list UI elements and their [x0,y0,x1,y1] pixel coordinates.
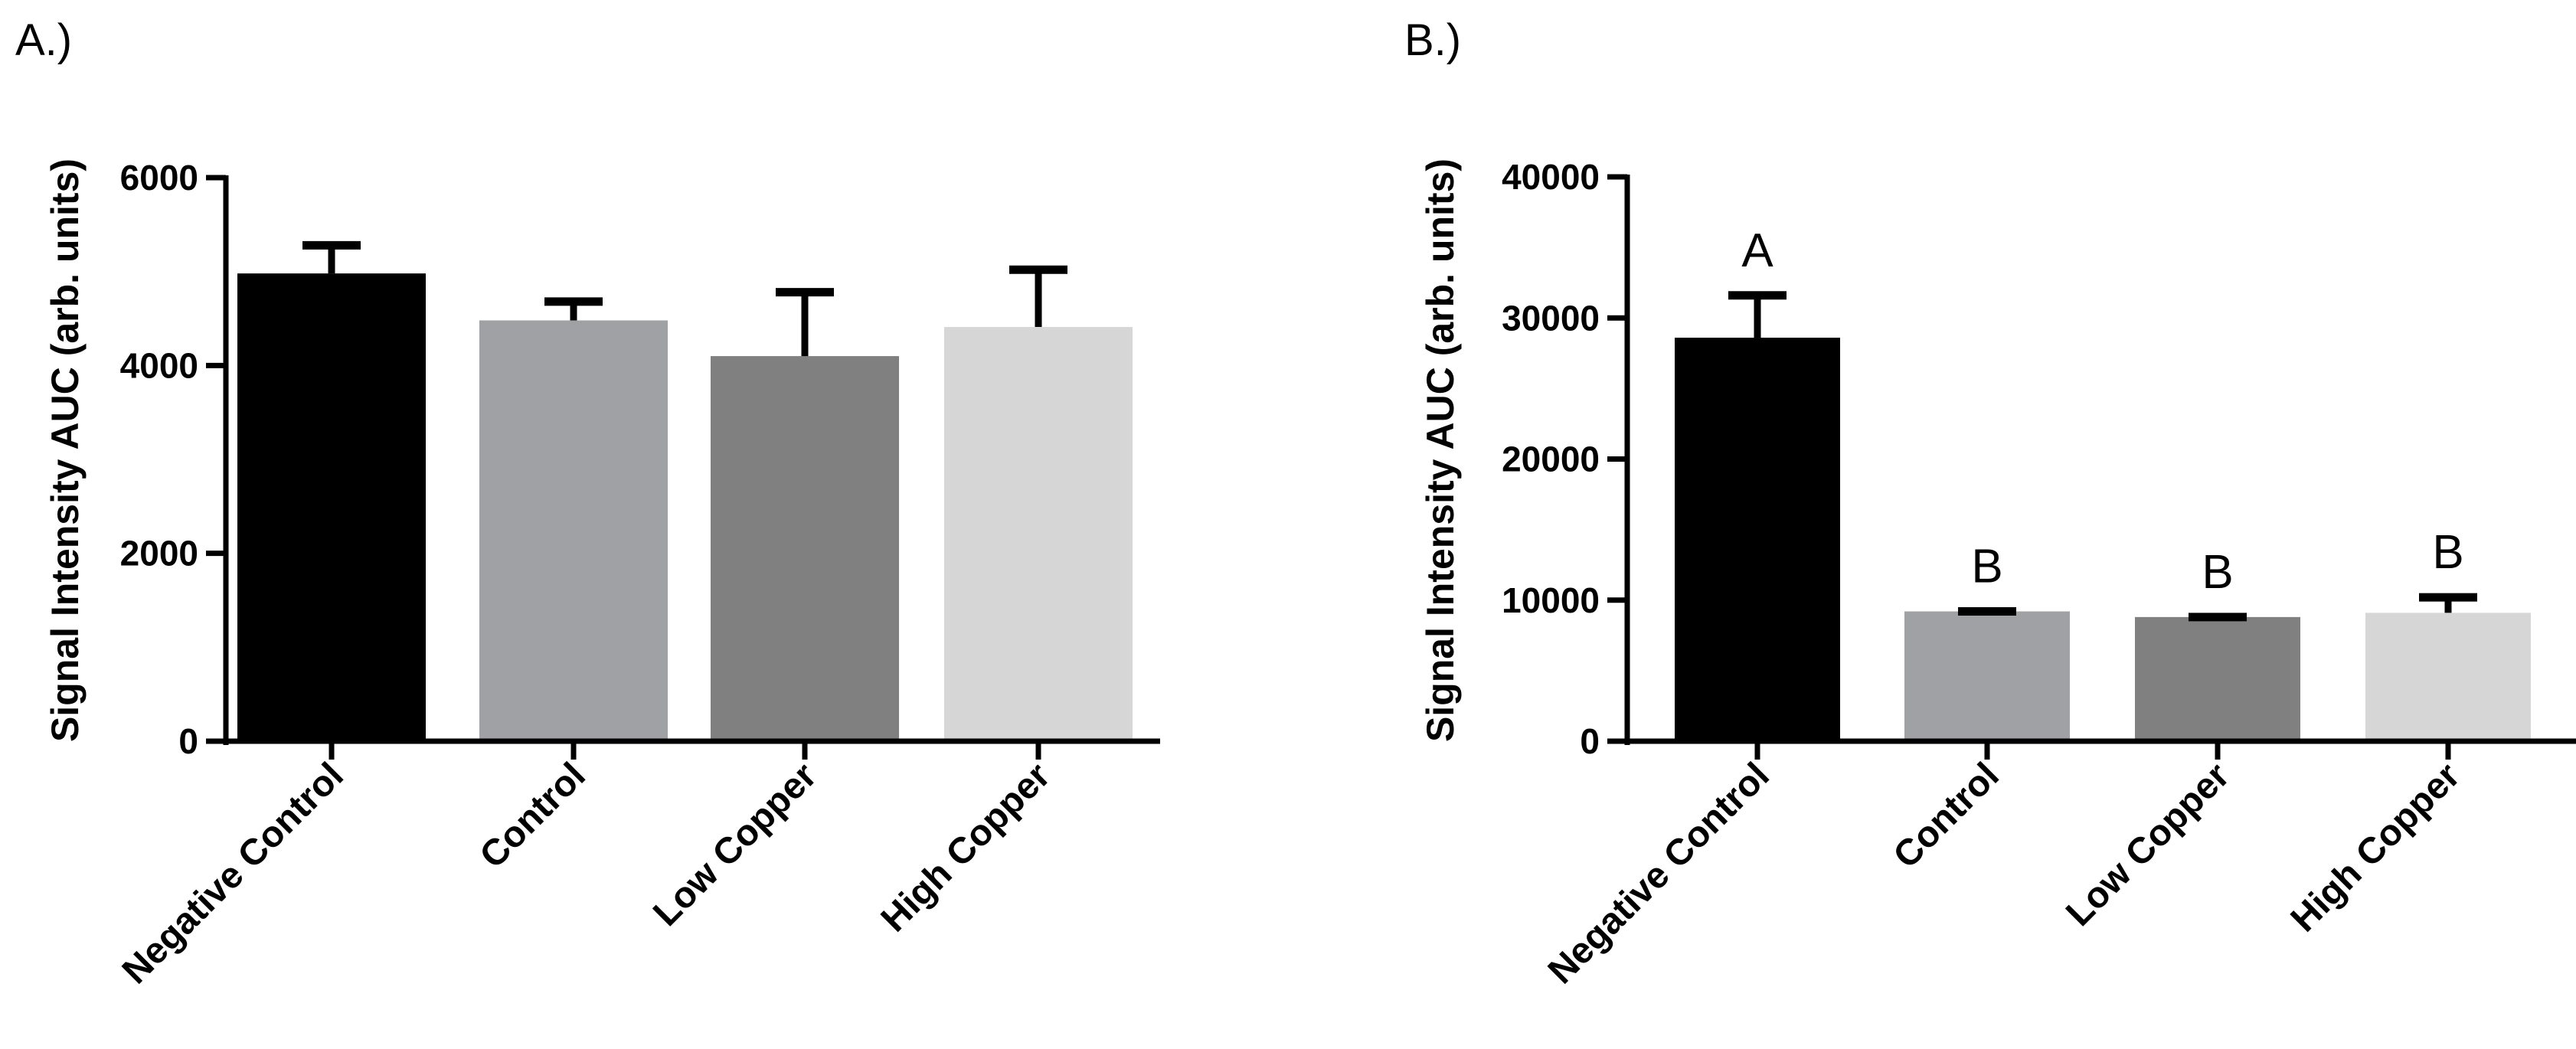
significance-label: B [1971,540,2002,593]
x-tick-label: High Copper [874,755,1058,940]
bar [2135,616,2300,741]
y-tick-label: 30000 [1502,298,1600,338]
bar [711,356,899,741]
x-tick-label: Control [472,755,593,876]
y-tick-label: 0 [1580,721,1600,761]
bar [1675,338,1840,741]
bar [1904,611,2070,741]
significance-label: A [1741,224,1773,277]
panel-a: A.) 0 2000 4000 6000 Negative Control Control L… [15,15,1160,992]
x-tick-label: Negative Control [1541,755,1777,992]
panel-b: B.) A B B B 0 10000 20000 30000 40000 Negative Con… [1404,15,2576,992]
significance-label: B [2202,546,2233,599]
panel-label: B.) [1404,15,1461,65]
x-tick-label: Low Copper [646,755,825,934]
y-tick-label: 2000 [120,534,198,574]
y-axis-title: Signal Intensity AUC (arb. units) [1419,158,1462,742]
panel-label: A.) [15,15,72,65]
bar [479,320,668,741]
bar [2365,613,2531,741]
bar [237,273,426,741]
x-tick-label: Control [1886,755,2007,876]
significance-label: B [2432,526,2463,579]
y-tick-label: 4000 [120,345,198,385]
x-tick-label: High Copper [2283,755,2468,940]
y-tick-label: 10000 [1502,580,1600,620]
y-axis-title: Signal Intensity AUC (arb. units) [44,158,87,742]
x-tick-label: Low Copper [2058,755,2238,934]
y-tick-label: 0 [178,721,198,761]
bar [944,327,1133,741]
y-tick-label: 40000 [1502,157,1600,197]
x-tick-label: Negative Control [115,755,351,992]
y-tick-label: 20000 [1502,440,1600,479]
y-tick-label: 6000 [120,158,198,198]
